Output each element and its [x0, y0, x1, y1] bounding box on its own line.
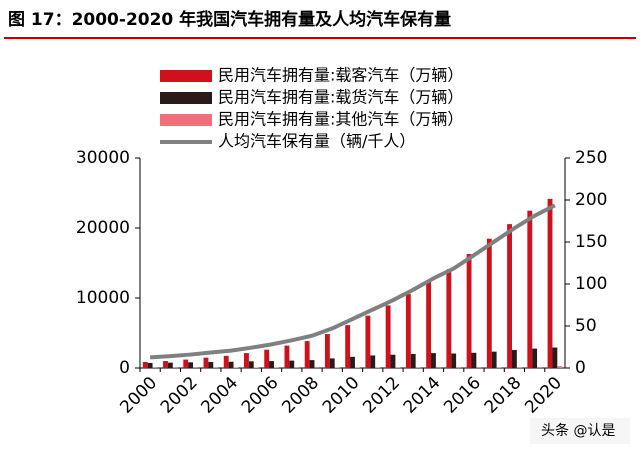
bar	[436, 367, 441, 368]
bar	[386, 305, 391, 368]
bar	[285, 346, 290, 368]
bar	[507, 224, 512, 368]
legend-swatch	[160, 70, 212, 82]
bar	[446, 269, 451, 368]
bar	[532, 349, 537, 368]
bar	[517, 367, 522, 368]
bar	[355, 367, 360, 368]
bar	[224, 356, 229, 368]
bar	[208, 362, 213, 368]
bar	[148, 363, 153, 368]
bar	[204, 358, 209, 368]
bar	[264, 350, 269, 368]
y2-tick-label: 0	[575, 358, 586, 378]
bar	[456, 367, 461, 368]
y-tick-label: 10000	[76, 288, 130, 308]
bar	[416, 367, 421, 368]
bar	[487, 239, 492, 368]
bar	[492, 352, 497, 368]
bar	[406, 294, 411, 368]
bar	[249, 361, 254, 368]
bar	[375, 367, 380, 368]
bar	[552, 348, 557, 368]
bar	[426, 282, 431, 368]
bar	[183, 360, 188, 368]
watermark: 头条 @认是	[541, 422, 615, 439]
bar	[451, 354, 456, 368]
bar	[557, 366, 562, 368]
bar	[472, 353, 477, 368]
bar	[345, 325, 350, 368]
bar	[431, 353, 436, 368]
bar	[188, 362, 193, 368]
bar	[294, 367, 299, 368]
bar	[330, 358, 335, 368]
legend-label: 民用汽车拥有量:其他汽车（万辆）	[218, 110, 463, 129]
bar	[168, 363, 173, 368]
legend-label: 民用汽车拥有量:载客汽车（万辆）	[218, 66, 463, 85]
chart-title: 图 17：2000-2020 年我国汽车拥有量及人均汽车保有量	[8, 9, 451, 30]
legend-label: 人均汽车保有量（辆/千人）	[218, 132, 415, 151]
legend-swatch	[160, 114, 212, 126]
y2-tick-label: 200	[575, 190, 607, 210]
bar	[467, 254, 472, 368]
bar	[350, 357, 355, 368]
bar	[310, 360, 315, 368]
bar	[244, 353, 249, 368]
y2-tick-label: 50	[575, 316, 597, 336]
bar	[497, 367, 502, 368]
bar	[411, 354, 416, 368]
bar	[476, 367, 481, 368]
bar	[289, 361, 294, 368]
y-tick-label: 20000	[76, 218, 130, 238]
legend-label: 民用汽车拥有量:载货汽车（万辆）	[218, 88, 463, 107]
y2-tick-label: 150	[575, 232, 607, 252]
bar	[143, 362, 148, 368]
bar	[365, 316, 370, 368]
bar	[314, 367, 319, 368]
y-tick-label: 0	[119, 358, 130, 378]
bar	[512, 350, 517, 368]
legend-swatch	[160, 92, 212, 104]
bar	[370, 355, 375, 368]
y2-tick-label: 100	[575, 274, 607, 294]
bar	[229, 362, 234, 368]
bar	[274, 367, 279, 368]
y2-tick-label: 250	[575, 148, 607, 168]
bar	[537, 367, 542, 368]
bar	[395, 367, 400, 368]
bar	[163, 361, 168, 368]
bar	[548, 199, 553, 368]
bar	[305, 341, 310, 368]
bar	[325, 334, 330, 368]
bar	[269, 361, 274, 368]
bar	[391, 355, 396, 368]
y-tick-label: 30000	[76, 148, 130, 168]
bar	[527, 211, 532, 368]
